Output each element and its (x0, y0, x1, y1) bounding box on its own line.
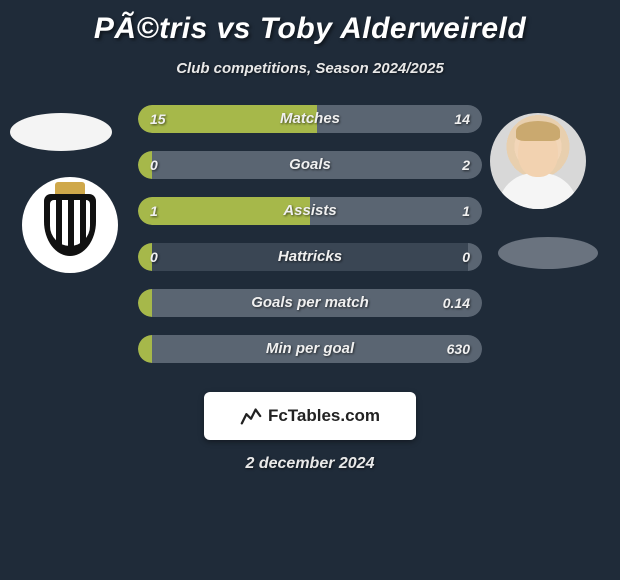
stat-row: Hattricks0 0 (138, 243, 482, 271)
player-right-club-badge-placeholder (498, 237, 598, 269)
stat-row: Matches15 14 (138, 105, 482, 133)
brand-logo-icon (240, 405, 262, 427)
stat-bars-container: Matches1514Goals02Assists11Hattricks00Go… (138, 105, 482, 381)
comparison-area: Matches1514Goals02Assists11Hattricks00Go… (0, 105, 620, 395)
stat-label: Goals (138, 151, 482, 179)
stat-value-left: 0 (150, 151, 158, 179)
stat-value-right: 0 (462, 243, 470, 271)
stat-label: Min per goal (138, 335, 482, 363)
stat-value-right: 630 (447, 335, 470, 363)
stripes-icon (50, 200, 90, 246)
stat-value-right: 14 (454, 105, 470, 133)
stat-label: Hattricks (138, 243, 482, 271)
avatar-hair (516, 121, 560, 141)
stat-value-left: 0 (150, 243, 158, 271)
avatar-shirt (498, 173, 578, 209)
stat-value-left: 1 (150, 197, 158, 225)
stat-label: Matches (138, 105, 482, 133)
snapshot-date: 2 december 2024 (0, 455, 620, 473)
brand-name: FcTables.com (268, 406, 380, 426)
stat-label: Assists (138, 197, 482, 225)
stat-value-right: 0.14 (443, 289, 470, 317)
stat-value-right: 2 (462, 151, 470, 179)
crown-icon (55, 182, 85, 194)
shield-icon (44, 194, 96, 256)
season-subtitle: Club competitions, Season 2024/2025 (0, 60, 620, 77)
stat-row: Goals0 2 (138, 151, 482, 179)
player-right-avatar (490, 113, 586, 209)
stat-label: Goals per match (138, 289, 482, 317)
stat-value-right: 1 (462, 197, 470, 225)
brand-attribution[interactable]: FcTables.com (204, 392, 416, 440)
comparison-title: PÃ©tris vs Toby Alderweireld (0, 0, 620, 46)
stat-row: Assists1 1 (138, 197, 482, 225)
player-left-avatar-placeholder (10, 113, 112, 151)
player-left-club-badge (22, 177, 118, 273)
stat-value-left: 15 (150, 105, 166, 133)
stat-row: Min per goal630 (138, 335, 482, 363)
stat-row: Goals per match0.14 (138, 289, 482, 317)
